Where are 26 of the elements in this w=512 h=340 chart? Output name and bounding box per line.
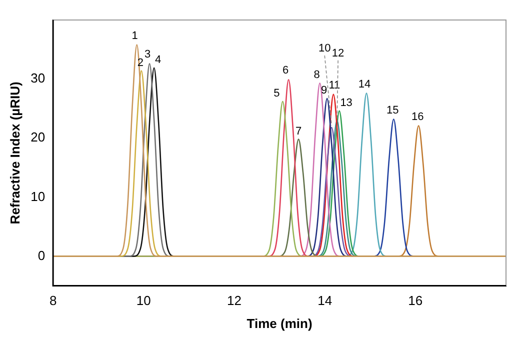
series-label: 7 <box>295 125 302 138</box>
x-tick-label: 14 <box>318 293 332 308</box>
y-tick-label: 0 <box>38 248 46 263</box>
x-axis-title: Time (min) <box>246 316 312 331</box>
y-tick-label: 30 <box>30 70 46 86</box>
series-label: 4 <box>155 54 162 66</box>
series-label: 13 <box>340 96 352 109</box>
series-label: 9 <box>321 84 328 97</box>
x-tick-label: 10 <box>136 293 151 308</box>
series-label: 1 <box>132 30 138 42</box>
y-axis-title: Refractive Index (µRIU) <box>7 82 22 224</box>
y-tick-label: 10 <box>30 188 46 204</box>
text: 12 <box>332 47 344 60</box>
x-tick-label: 16 <box>408 293 423 308</box>
series-label: 5 <box>274 88 280 100</box>
series-label: 11 <box>328 79 340 92</box>
series-label: 3 <box>144 48 151 61</box>
series-label: 15 <box>386 104 399 116</box>
text: 10 <box>318 42 331 55</box>
x-tick-label: 12 <box>227 293 242 308</box>
y-tick-label: 20 <box>30 130 46 145</box>
x-tick-label: 8 <box>49 293 57 308</box>
series-label: 6 <box>282 64 289 77</box>
series-label: 8 <box>314 69 320 82</box>
series-label: 14 <box>358 78 371 90</box>
series-label: 16 <box>411 110 424 123</box>
